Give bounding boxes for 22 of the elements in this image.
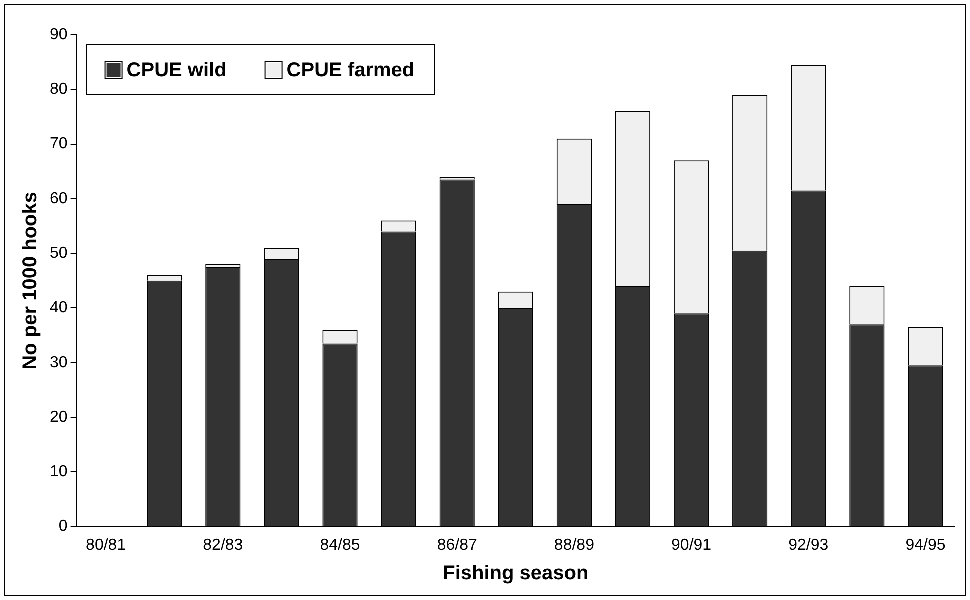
y-tick-label: 0 (58, 518, 68, 536)
y-tick-label: 10 (50, 464, 68, 481)
y-axis-title: No per 1000 hooks (20, 192, 42, 370)
x-tick-label: 82/83 (203, 536, 244, 554)
x-tick-label: 92/93 (788, 536, 829, 554)
legend-label: CPUE wild (126, 60, 227, 82)
y-tick-label: 30 (50, 354, 68, 372)
y-tick-label: 20 (50, 408, 68, 426)
y-tick-label: 90 (50, 26, 68, 44)
y-tick-label: 60 (50, 190, 68, 208)
x-tick-label: 90/91 (672, 536, 712, 554)
x-tick-label: 86/87 (437, 536, 478, 554)
y-tick-label: 50 (50, 244, 68, 262)
y-tick-label: 40 (50, 300, 68, 317)
x-tick-label: 88/89 (554, 536, 595, 554)
legend-label: CPUE farmed (286, 60, 415, 82)
y-tick-label: 70 (50, 136, 68, 153)
x-tick-label: 94/95 (906, 536, 946, 554)
x-axis-title: Fishing season (443, 562, 589, 585)
y-tick-label: 80 (50, 81, 68, 98)
x-tick-label: 80/81 (86, 536, 126, 554)
x-tick-label: 84/85 (320, 536, 360, 554)
